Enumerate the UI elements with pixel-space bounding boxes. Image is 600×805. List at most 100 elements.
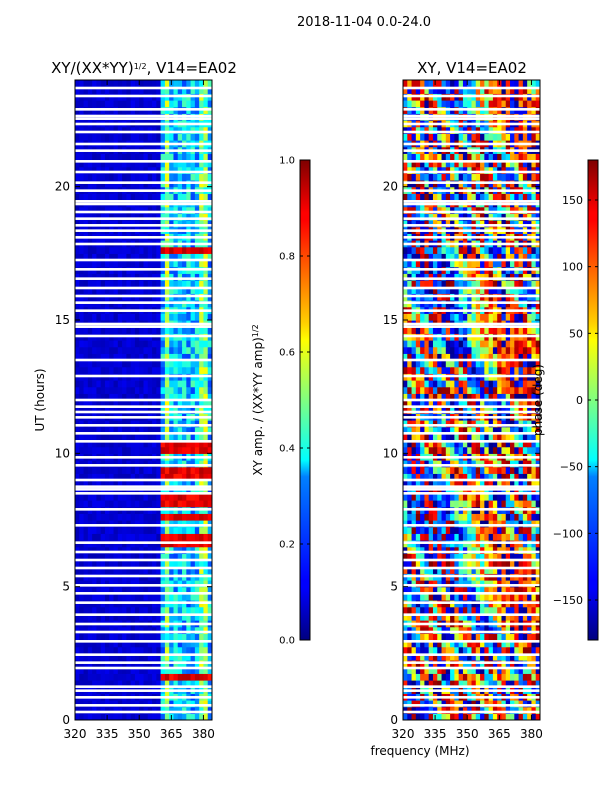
flagged-time-row — [75, 217, 212, 220]
heatmap-cell — [169, 607, 174, 614]
heatmap-cell — [139, 100, 144, 107]
heatmap-cell — [92, 193, 97, 200]
heatmap-cell — [407, 673, 412, 680]
heatmap-cell — [501, 367, 506, 374]
heatmap-cell — [178, 673, 183, 680]
heatmap-cell — [442, 647, 447, 654]
heatmap-cell — [489, 347, 494, 354]
heatmap-cell — [403, 533, 408, 540]
heatmap-cell — [484, 467, 489, 474]
heatmap-cell — [191, 527, 196, 534]
heatmap-cell — [199, 607, 204, 614]
heatmap-cell — [450, 647, 455, 654]
flagged-time-row — [75, 171, 212, 174]
heatmap-cell — [203, 367, 208, 374]
amplitude-colorbar: 0.00.20.40.60.81.0 XY amp. / (XX*YY amp)… — [251, 156, 311, 647]
heatmap-cell — [79, 533, 84, 540]
heatmap-cell — [156, 633, 161, 640]
flagged-time-row — [75, 640, 212, 643]
heatmap-cell — [519, 447, 524, 454]
heatmap-cell — [79, 173, 84, 180]
heatmap-cell — [139, 447, 144, 454]
heatmap-cell — [493, 387, 498, 394]
heatmap-cell — [446, 533, 451, 540]
heatmap-cell — [75, 500, 80, 507]
heatmap-cell — [169, 467, 174, 474]
heatmap-cell — [476, 380, 481, 387]
heatmap-cell — [199, 100, 204, 107]
heatmap-cell — [186, 387, 191, 394]
heatmap-cell — [519, 633, 524, 640]
heatmap-cell — [84, 533, 89, 540]
heatmap-cell — [446, 647, 451, 654]
heatmap-cell — [199, 380, 204, 387]
heatmap-cell — [191, 467, 196, 474]
heatmap-cell — [131, 513, 136, 520]
heatmap-cell — [84, 100, 89, 107]
heatmap-cell — [101, 313, 106, 320]
heatmap-cell — [139, 153, 144, 160]
heatmap-cell — [467, 447, 472, 454]
heatmap-cell — [195, 380, 200, 387]
heatmap-cell — [139, 193, 144, 200]
heatmap-cell — [467, 527, 472, 534]
heatmap-cell — [105, 340, 110, 347]
heatmap-cell — [523, 527, 528, 534]
heatmap-cell — [118, 173, 123, 180]
heatmap-cell — [96, 513, 101, 520]
heatmap-cell — [514, 673, 519, 680]
heatmap-cell — [480, 607, 485, 614]
heatmap-cell — [454, 447, 459, 454]
flagged-time-row — [75, 295, 212, 298]
heatmap-cell — [135, 647, 140, 654]
heatmap-cell — [446, 633, 451, 640]
heatmap-cell — [433, 467, 438, 474]
heatmap-cell — [139, 533, 144, 540]
heatmap-cell — [203, 633, 208, 640]
heatmap-cell — [203, 513, 208, 520]
heatmap-cell — [442, 447, 447, 454]
heatmap-cell — [484, 527, 489, 534]
heatmap-cell — [463, 647, 468, 654]
heatmap-cell — [523, 633, 528, 640]
heatmap-cell — [148, 673, 153, 680]
heatmap-cell — [126, 313, 131, 320]
phase-panel-title: XY, V14=EA02 — [417, 59, 527, 77]
heatmap-cell — [493, 533, 498, 540]
heatmap-cell — [126, 533, 131, 540]
heatmap-cell — [139, 173, 144, 180]
heatmap-cell — [131, 247, 136, 254]
heatmap-cell — [122, 347, 127, 354]
heatmap-cell — [186, 633, 191, 640]
heatmap-cell — [152, 367, 157, 374]
heatmap-cell — [88, 133, 93, 140]
heatmap-cell — [186, 193, 191, 200]
heatmap-cell — [84, 340, 89, 347]
heatmap-cell — [88, 247, 93, 254]
heatmap-cell — [126, 173, 131, 180]
heatmap-cell — [75, 513, 80, 520]
heatmap-cell — [161, 280, 166, 287]
heatmap-cell — [199, 347, 204, 354]
heatmap-cell — [152, 133, 157, 140]
heatmap-cell — [484, 673, 489, 680]
heatmap-cell — [199, 387, 204, 394]
heatmap-cell — [101, 193, 106, 200]
heatmap-cell — [182, 500, 187, 507]
heatmap-cell — [165, 247, 170, 254]
heatmap-cell — [523, 533, 528, 540]
heatmap-cell — [118, 673, 123, 680]
heatmap-cell — [416, 513, 421, 520]
heatmap-cell — [454, 467, 459, 474]
heatmap-cell — [433, 380, 438, 387]
heatmap-cell — [437, 387, 442, 394]
heatmap-cell — [442, 607, 447, 614]
heatmap-cell — [88, 380, 93, 387]
heatmap-cell — [480, 467, 485, 474]
heatmap-cell — [122, 447, 127, 454]
flagged-time-row — [75, 575, 212, 578]
heatmap-cell — [96, 153, 101, 160]
heatmap-cell — [75, 340, 80, 347]
heatmap-cell — [420, 387, 425, 394]
heatmap-cell — [96, 313, 101, 320]
